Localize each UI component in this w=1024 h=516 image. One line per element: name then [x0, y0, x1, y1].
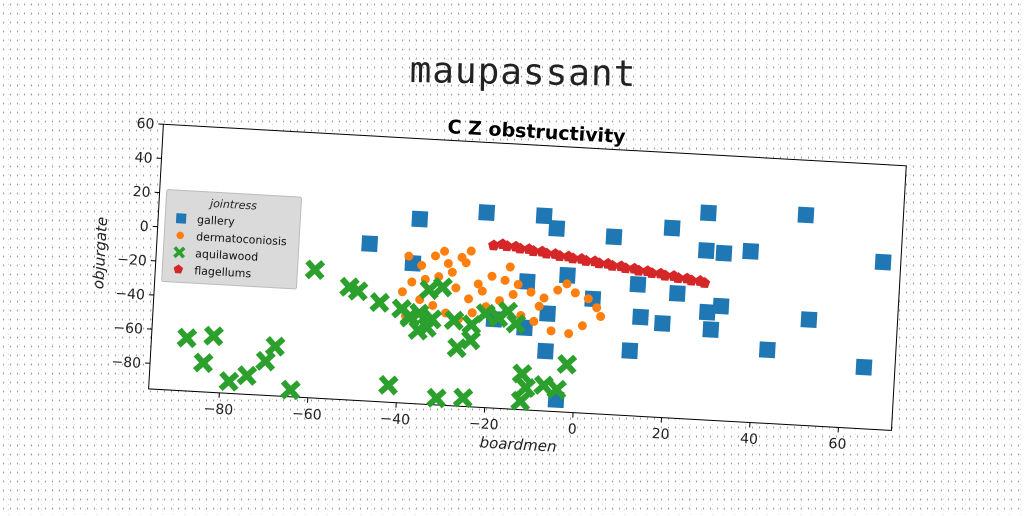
y-tick-label: 40	[134, 150, 153, 167]
y-tick-label: 0	[139, 219, 149, 235]
data-point	[629, 276, 646, 293]
x-axis-label: boardmen	[479, 433, 557, 455]
data-point	[698, 242, 715, 259]
legend-title: jointress	[208, 197, 258, 213]
y-tick-label: 20	[132, 184, 151, 201]
x-tick-label: 20	[651, 426, 670, 443]
legend-label: gallery	[197, 213, 236, 228]
x-tick-label: −20	[469, 416, 499, 434]
data-point	[411, 211, 428, 228]
data-point	[361, 235, 378, 252]
x-tick-label: −60	[292, 406, 322, 424]
x-tick-label: 0	[567, 421, 577, 437]
data-point	[742, 243, 759, 260]
data-point	[621, 342, 638, 359]
data-point	[632, 309, 649, 326]
data-point	[700, 205, 717, 222]
y-tick-label: −40	[115, 286, 145, 304]
data-point	[537, 343, 554, 360]
data-point	[702, 321, 719, 338]
y-tick-label: −60	[113, 320, 143, 338]
y-tick-label: 60	[136, 116, 155, 133]
x-tick-label: −40	[380, 411, 410, 429]
data-point	[654, 315, 671, 332]
x-tick-label: 40	[740, 431, 759, 448]
y-tick-label: −80	[111, 354, 141, 372]
legend-marker	[176, 213, 187, 224]
data-point	[606, 228, 623, 245]
y-tick-label: −20	[117, 252, 147, 270]
data-point	[797, 207, 814, 224]
data-point	[478, 204, 495, 221]
data-point	[669, 285, 686, 302]
data-point	[759, 341, 776, 358]
data-point	[875, 254, 892, 271]
data-point	[664, 220, 681, 237]
x-tick-label: 60	[828, 436, 847, 453]
x-tick-label: −80	[203, 401, 233, 419]
data-point	[548, 220, 565, 237]
y-axis-label: objurgate	[89, 216, 111, 289]
legend: jointressgallerydermatoconiosisaquilawoo…	[162, 190, 302, 289]
data-point	[713, 298, 730, 315]
data-point	[715, 245, 732, 262]
data-point	[855, 359, 872, 376]
data-point	[800, 311, 817, 328]
